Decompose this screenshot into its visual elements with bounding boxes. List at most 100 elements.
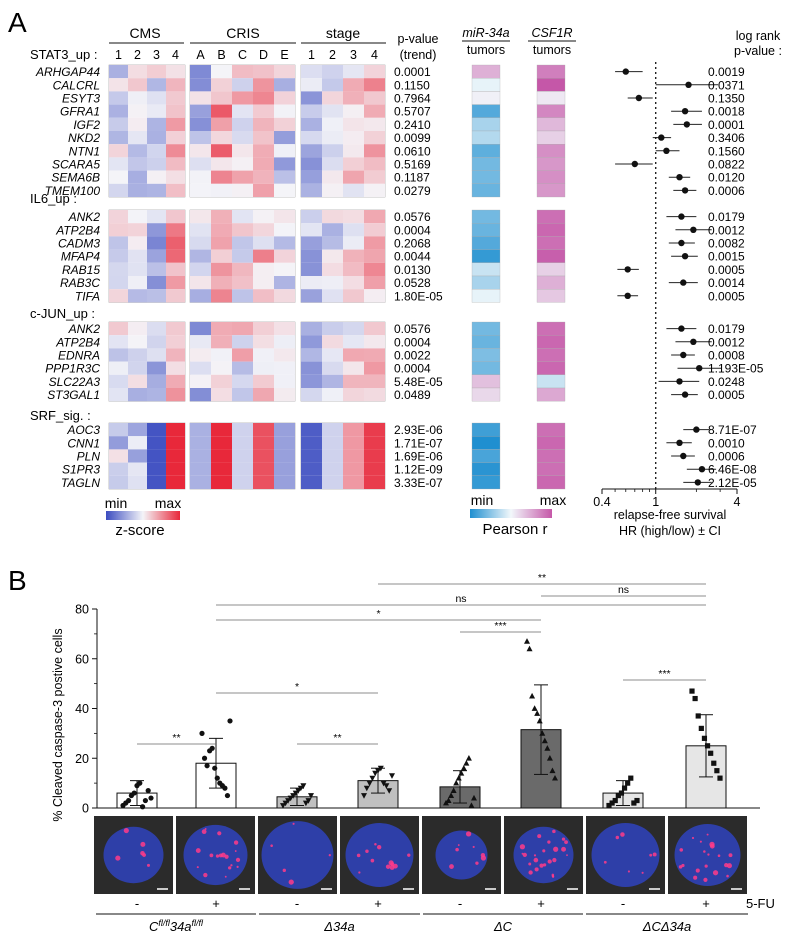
spheroid (103, 826, 164, 884)
apoptotic-signal (709, 843, 715, 849)
heatmap-cell (109, 262, 128, 276)
heatmap-cell (322, 210, 343, 224)
heatmap-cell (190, 449, 211, 463)
y-tick-label: 0 (82, 802, 89, 816)
gene-label: ESYT3 (62, 92, 100, 106)
apoptotic-signal (679, 848, 684, 852)
heatmap-cell (232, 322, 253, 336)
treatment-label: 5-FU (746, 896, 775, 911)
heatmap-cell (232, 91, 253, 105)
heatmap-cell (109, 223, 128, 237)
heatmap-cell (322, 388, 343, 402)
heatmap-cell (232, 388, 253, 402)
hr-point (690, 338, 697, 345)
heatmap-cell (343, 289, 364, 303)
data-point (692, 695, 698, 702)
heatmap-cell (147, 388, 166, 402)
logrank-header-2: p-value : (734, 44, 782, 58)
data-point (224, 792, 231, 799)
mir34a-corr-cell (471, 236, 501, 250)
heatmap-cell (343, 223, 364, 237)
micrographs (94, 816, 747, 894)
hr-point (681, 253, 689, 260)
heatmap-cell (166, 144, 185, 158)
gene-set-label: STAT3_up : (30, 47, 97, 62)
heatmap-cell (147, 170, 166, 184)
logrank-pvalue: 0.1350 (708, 92, 745, 106)
data-point (463, 760, 470, 766)
treatment-sign: - (135, 896, 139, 911)
gene-label: EDNRA (58, 349, 100, 363)
apoptotic-signal (547, 840, 551, 844)
cms-header: CMS (129, 25, 160, 41)
hr-point (694, 479, 702, 486)
heatmap-cell (301, 91, 322, 105)
hr-point (622, 68, 629, 75)
heatmap-cell (364, 144, 385, 158)
heatmap-cell (253, 322, 274, 336)
csf1r-corr-cell (536, 289, 566, 303)
heatmap-cell (166, 322, 185, 336)
data-point (628, 775, 634, 781)
logrank-pvalue: 0.0010 (708, 436, 745, 450)
heatmap-cell (128, 78, 147, 92)
data-point (689, 688, 695, 694)
heatmap-cell (232, 236, 253, 250)
spheroid (261, 821, 334, 889)
data-point (305, 798, 312, 804)
significance-label: ns (618, 584, 629, 596)
data-point (465, 755, 472, 761)
forest-tick-label: 1 (652, 495, 659, 509)
apoptotic-signal (235, 857, 241, 862)
apoptotic-signal (270, 844, 273, 847)
apoptotic-signal (534, 867, 539, 872)
mir34a-corr-cell (471, 262, 501, 277)
apoptotic-signal (356, 853, 361, 858)
heatmap-cell (109, 65, 128, 79)
data-point (524, 638, 530, 644)
pearson-colorbar (470, 509, 552, 518)
heatmap-cell (166, 236, 185, 250)
apoptotic-signal (712, 870, 719, 876)
heatmap-cell (274, 157, 295, 171)
heatmap-cell (364, 462, 385, 476)
csf1r-corr-cell (536, 475, 566, 490)
heatmap-cell (364, 78, 385, 92)
heatmap-cell (301, 388, 322, 402)
heatmap-cell (232, 475, 253, 489)
heatmap-cell (343, 144, 364, 158)
apoptotic-signal (204, 827, 207, 830)
apoptotic-signal (533, 857, 539, 863)
heatmap-cell (232, 131, 253, 145)
heatmap-cell (166, 335, 185, 349)
heatmap-cell (166, 423, 185, 437)
heatmap-cell (128, 348, 147, 362)
data-point (471, 794, 477, 801)
stage-col-label: 4 (371, 48, 378, 62)
heatmap-cell (128, 289, 147, 303)
heatmap-cell (253, 361, 274, 375)
heatmap-cell (190, 65, 211, 79)
mir34a-corr-cell (471, 157, 501, 171)
cris-col-label: E (280, 48, 288, 62)
pvalue-text: 0.0489 (394, 388, 431, 402)
apoptotic-signal (358, 871, 361, 874)
heatmap-cell (128, 157, 147, 171)
logrank-pvalue: 8.71E-07 (708, 423, 757, 437)
heatmap-cell (232, 348, 253, 362)
heatmap-cell (166, 276, 185, 290)
mir34a-corr-cell (471, 289, 501, 303)
gene-label: ANK2 (68, 322, 101, 336)
heatmap-cell (147, 436, 166, 450)
significance-label: * (376, 608, 380, 620)
pvalue-header-2: (trend) (400, 48, 437, 62)
mir34a-header: miR-34a (462, 26, 509, 40)
apoptotic-signal (475, 861, 479, 865)
heatmap-cell (128, 436, 147, 450)
mir34a-corr-cell (471, 374, 501, 389)
pvalue-text: 0.0001 (394, 65, 431, 79)
gene-label: RAB15 (62, 263, 100, 277)
heatmap-cell (253, 475, 274, 489)
heatmap-cell (343, 91, 364, 105)
heatmap-cell (364, 374, 385, 388)
